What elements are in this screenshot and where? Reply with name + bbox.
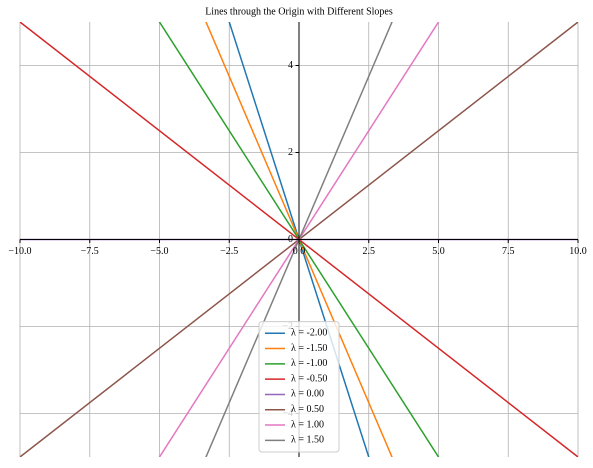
legend-box <box>258 321 340 453</box>
legend-label: λ = 0.50 <box>291 404 324 415</box>
x-tick-label: 10.0 <box>569 246 587 257</box>
legend-label: λ = 1.00 <box>291 419 324 430</box>
y-tick-label: 2 <box>288 147 293 158</box>
legend-label: λ = 0.00 <box>291 389 324 400</box>
x-tick-label: −5.0 <box>150 246 168 257</box>
legend-label: λ = -0.50 <box>291 373 327 384</box>
x-tick-label: −10.0 <box>8 246 31 257</box>
x-tick-label: −2.5 <box>220 246 238 257</box>
legend-label: λ = -2.00 <box>291 328 327 339</box>
x-tick-label: 5.0 <box>432 246 445 257</box>
x-tick-label: 2.5 <box>363 246 376 257</box>
x-tick-label: 0.0 <box>293 246 306 257</box>
chart-title: Lines through the Origin with Different … <box>205 6 393 17</box>
legend-label: λ = -1.00 <box>291 358 327 369</box>
y-tick-label: 0 <box>288 234 293 245</box>
x-tick-label: −7.5 <box>81 246 99 257</box>
x-tick-label: 7.5 <box>502 246 515 257</box>
legend-label: λ = 1.50 <box>291 435 324 446</box>
legend-label: λ = -1.50 <box>291 343 327 354</box>
y-tick-label: 4 <box>288 60 293 71</box>
